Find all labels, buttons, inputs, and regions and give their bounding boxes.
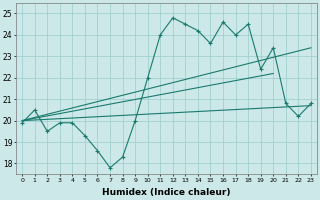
X-axis label: Humidex (Indice chaleur): Humidex (Indice chaleur) xyxy=(102,188,231,197)
